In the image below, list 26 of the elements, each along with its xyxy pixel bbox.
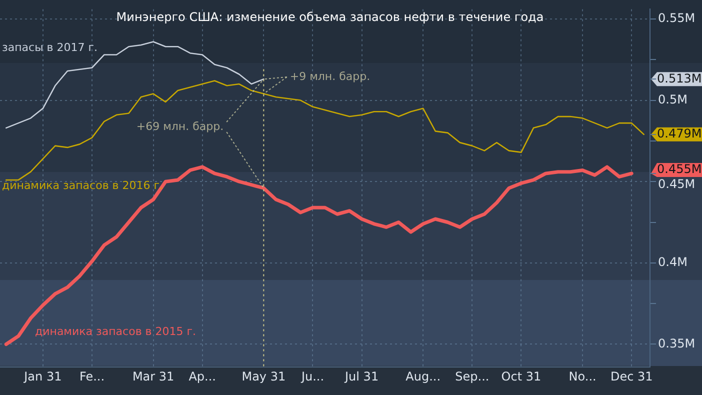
- x-tick-label: Aug...: [406, 369, 441, 384]
- series-label: динамика запасов в 2015 г.: [35, 324, 196, 338]
- annotation: +9 млн. барр.: [290, 70, 370, 83]
- y-tick-label: 0.455M: [657, 162, 702, 176]
- x-tick-label: Ju...: [300, 369, 324, 384]
- x-tick-label: Dec 31: [610, 369, 653, 384]
- y-tick-label: 0.479M: [657, 126, 702, 141]
- y-tick-label: 0.4M: [658, 255, 688, 270]
- x-tick-label: Ap...: [188, 369, 216, 384]
- x-tick-label: Jan 31: [23, 369, 62, 384]
- x-tick-label: Sep...: [455, 369, 490, 384]
- annotation: +69 млн. барр.: [136, 120, 224, 133]
- x-tick-label: Oct 31: [501, 369, 542, 384]
- y-tick-label: 0.45M: [658, 177, 696, 192]
- x-tick-label: May 31: [242, 369, 286, 384]
- x-tick-label: Jul 31: [344, 369, 379, 384]
- series-label: запасы в 2017 г.: [2, 40, 98, 54]
- y-tick-label: 0.513M: [657, 71, 702, 86]
- x-tick-label: Mar 31: [132, 369, 174, 384]
- chart-title: Минэнерго США: изменение объема запасов нефти в течение года: [116, 10, 544, 24]
- x-tick-label: Fe...: [79, 369, 105, 384]
- y-tick-label: 0.5M: [658, 92, 688, 106]
- series-label: динамика запасов в 2016 г.: [2, 178, 164, 192]
- y-tick-label: 0.55M: [658, 11, 696, 26]
- y-tick-label: 0.35M: [658, 336, 696, 350]
- x-tick-label: No...: [568, 369, 596, 384]
